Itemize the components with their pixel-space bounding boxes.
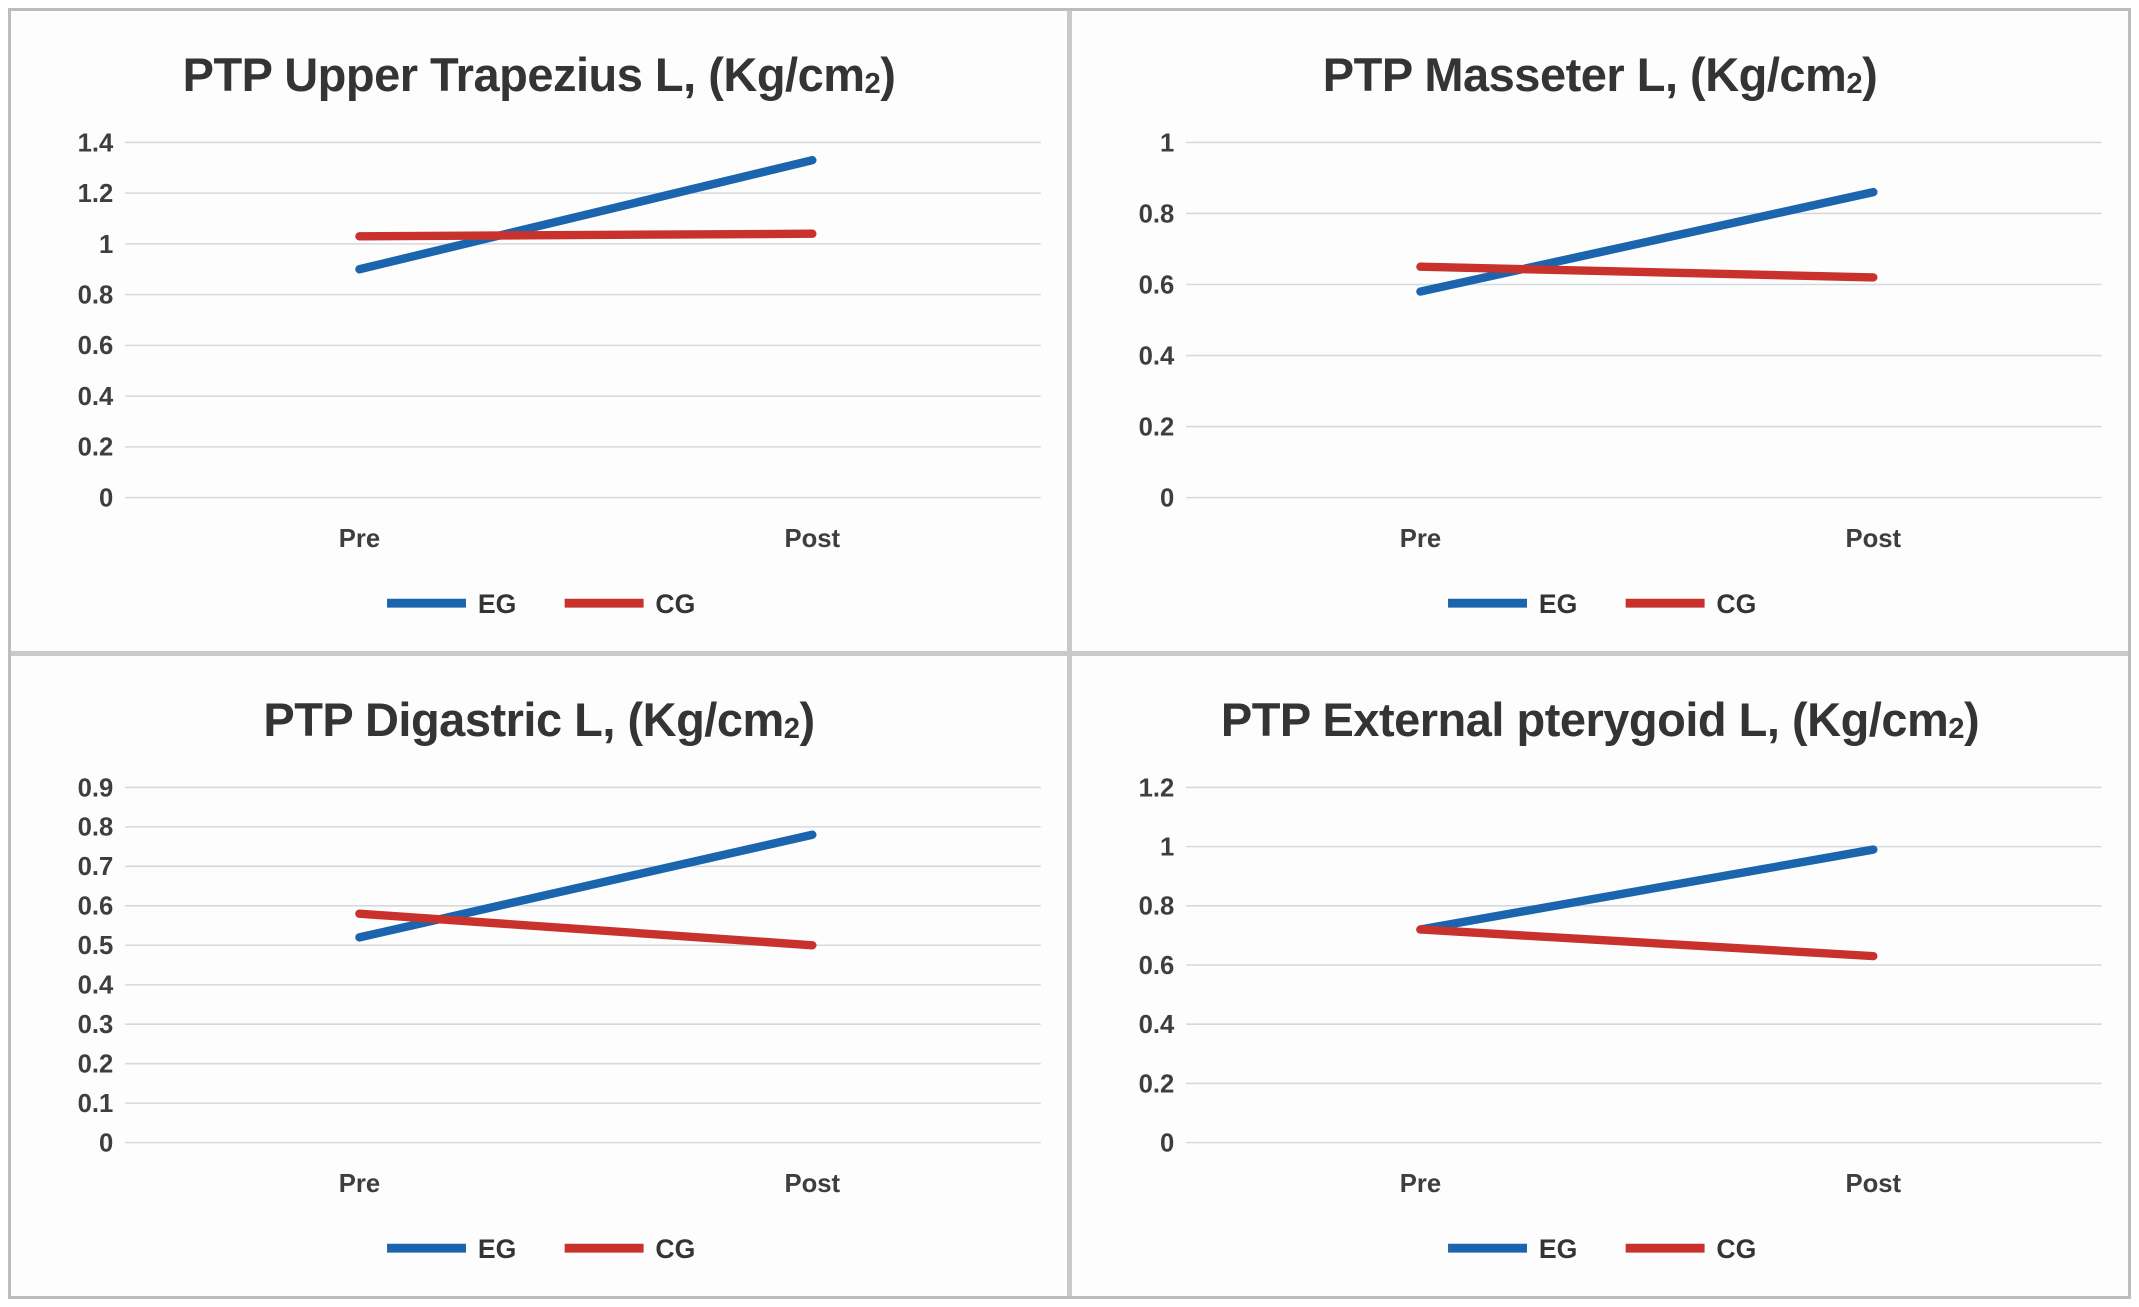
y-tick-label: 0.4 — [1139, 343, 1175, 371]
y-tick-label: 0.6 — [78, 333, 114, 361]
series-line-cg — [355, 909, 817, 950]
legend-label-eg: EG — [1539, 590, 1577, 620]
chart-title-close: ) — [799, 693, 815, 747]
y-tick-label: 0.1 — [78, 1090, 114, 1118]
figure-frame: PTP Upper Trapezius L, (Kg/cm 2) 1.4 1.2 1 0.… — [8, 8, 2131, 1299]
y-tick-label: 1.2 — [78, 180, 114, 208]
chart-title: PTP Upper Trapezius L, (Kg/cm 2) — [182, 48, 896, 102]
series-line-eg — [1416, 845, 1878, 935]
x-tick-label-pre: Pre — [339, 525, 380, 553]
series-line-cg — [1416, 262, 1878, 283]
chart-title-close: ) — [1964, 693, 1980, 747]
y-tick-label: 1.4 — [78, 130, 114, 158]
chart-title: PTP Masseter L, (Kg/cm 2) — [1322, 48, 1878, 102]
chart-title-close: ) — [1862, 48, 1878, 102]
y-tick-label: 0.6 — [1139, 272, 1175, 300]
y-tick-label: 0 — [99, 1130, 113, 1158]
series-line-cg — [1416, 925, 1878, 961]
y-tick-label: 0.8 — [78, 282, 114, 310]
legend-label-cg: CG — [1716, 590, 1756, 620]
chart-title-text: PTP Upper Trapezius L, (Kg/cm — [182, 48, 865, 102]
series-line-eg — [1416, 188, 1878, 297]
chart-plot-area: 1.4 1.2 1 0.8 0.6 0.4 0.2 0 Pre Post EG CG — [78, 130, 1041, 620]
x-tick-label-pre: Pre — [1400, 1170, 1441, 1198]
charts-grid: PTP Upper Trapezius L, (Kg/cm 2) 1.4 1.2 1 0.… — [11, 11, 2128, 1296]
chart-digastric: PTP Digastric L, (Kg/cm 2) 0.9 0.8 0.7 0.6 0.5… — [11, 656, 1067, 1296]
chart-title: PTP External pterygoid L, (Kg/cm 2) — [1220, 693, 1980, 747]
x-tick-label-post: Post — [1846, 525, 1902, 553]
y-tick-label: 0.2 — [78, 1051, 114, 1079]
chart-plot-area: 0.9 0.8 0.7 0.6 0.5 0.4 0.3 0.2 0.1 0 Pre Post EG CG — [78, 775, 1041, 1265]
y-tick-label: 0.6 — [78, 893, 114, 921]
chart-title-text: PTP External pterygoid L, (Kg/cm — [1220, 693, 1949, 747]
y-tick-label: 0.4 — [1139, 1012, 1175, 1040]
chart-masseter: PTP Masseter L, (Kg/cm 2) 1 0.8 0.6 0.4 0.2 0 Pr… — [1072, 11, 2128, 651]
y-tick-label: 0.8 — [78, 814, 114, 842]
y-tick-label: 0.4 — [78, 383, 114, 411]
y-tick-label: 0 — [1160, 1130, 1174, 1158]
y-tick-label: 0.2 — [1139, 414, 1175, 442]
y-tick-label: 0.5 — [78, 933, 114, 961]
x-tick-label-post: Post — [1846, 1170, 1902, 1198]
x-tick-label-pre: Pre — [1400, 525, 1441, 553]
y-tick-label: 0.2 — [78, 434, 114, 462]
chart-plot-area: 1 0.8 0.6 0.4 0.2 0 Pre Post EG CG — [1139, 130, 2102, 620]
legend-label-cg: CG — [655, 590, 695, 620]
legend-label-cg: CG — [655, 1235, 695, 1265]
legend-label-cg: CG — [1716, 1235, 1756, 1265]
y-tick-label: 0.6 — [1139, 952, 1175, 980]
chart-title: PTP Digastric L, (Kg/cm 2) — [263, 693, 815, 747]
y-tick-label: 0.7 — [78, 854, 114, 882]
chart-upper-trapezius: PTP Upper Trapezius L, (Kg/cm 2) 1.4 1.2 1 0.… — [11, 11, 1067, 651]
chart-title-close: ) — [880, 48, 896, 102]
y-tick-label: 1.2 — [1139, 775, 1175, 803]
y-tick-label: 0 — [1160, 485, 1174, 513]
y-tick-label: 0.8 — [1139, 201, 1175, 229]
chart-external-pterygoid: PTP External pterygoid L, (Kg/cm 2) 1.2 1 0.… — [1072, 656, 2128, 1296]
y-tick-label: 1 — [1160, 130, 1174, 158]
y-tick-label: 0.4 — [78, 972, 114, 1000]
y-tick-label: 0.2 — [1139, 1071, 1175, 1099]
legend-label-eg: EG — [478, 590, 516, 620]
series-line-eg — [355, 156, 817, 274]
chart-title-text: PTP Masseter L, (Kg/cm — [1322, 48, 1847, 102]
x-tick-label-post: Post — [785, 1170, 841, 1198]
chart-title-text: PTP Digastric L, (Kg/cm — [263, 693, 784, 747]
y-tick-label: 0.3 — [78, 1012, 114, 1040]
y-tick-label: 0 — [99, 485, 113, 513]
legend-label-eg: EG — [478, 1235, 516, 1265]
x-tick-label-post: Post — [785, 525, 841, 553]
chart-plot-area: 1.2 1 0.8 0.6 0.4 0.2 0 Pre Post EG CG — [1139, 775, 2102, 1265]
y-tick-label: 1 — [1160, 834, 1174, 862]
series-line-cg — [355, 230, 817, 241]
legend-label-eg: EG — [1539, 1235, 1577, 1265]
y-tick-label: 0.9 — [78, 775, 114, 803]
x-tick-label-pre: Pre — [339, 1170, 380, 1198]
y-tick-label: 0.8 — [1139, 893, 1175, 921]
y-tick-label: 1 — [99, 231, 113, 259]
